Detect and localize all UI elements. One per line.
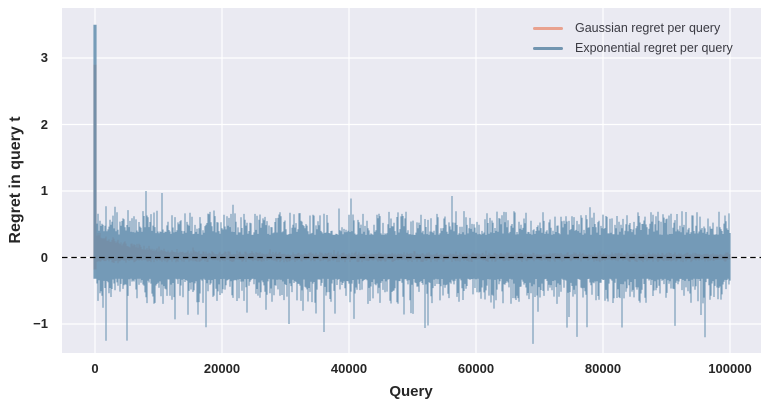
x-tick-label: 60000 [457, 361, 495, 376]
exponential-line-swatch [533, 46, 563, 50]
exponential-regret-series [93, 24, 731, 344]
y-tick-label: 2 [40, 116, 48, 132]
legend-item-gaussian: Gaussian regret per query [533, 18, 733, 38]
x-tick-label: 20000 [203, 361, 241, 376]
gaussian-line-swatch [533, 26, 563, 30]
x-tick-label: 80000 [584, 361, 622, 376]
legend-label-exponential: Exponential regret per query [575, 41, 733, 55]
y-tick-label: 3 [40, 50, 48, 65]
x-tick-label: 40000 [330, 361, 368, 376]
legend-label-gaussian: Gaussian regret per query [575, 21, 721, 35]
x-axis-label: Query [389, 383, 433, 400]
legend: Gaussian regret per query Exponential re… [533, 18, 733, 58]
legend-item-exponential: Exponential regret per query [533, 38, 733, 58]
y-tick-label: 1 [40, 183, 48, 198]
y-tick-label: −1 [33, 316, 48, 331]
y-axis-label: Regret in query t [7, 116, 24, 244]
y-tick-label: 0 [40, 249, 48, 265]
x-tick-label: 0 [91, 361, 99, 376]
x-tick-label: 100000 [708, 361, 752, 376]
